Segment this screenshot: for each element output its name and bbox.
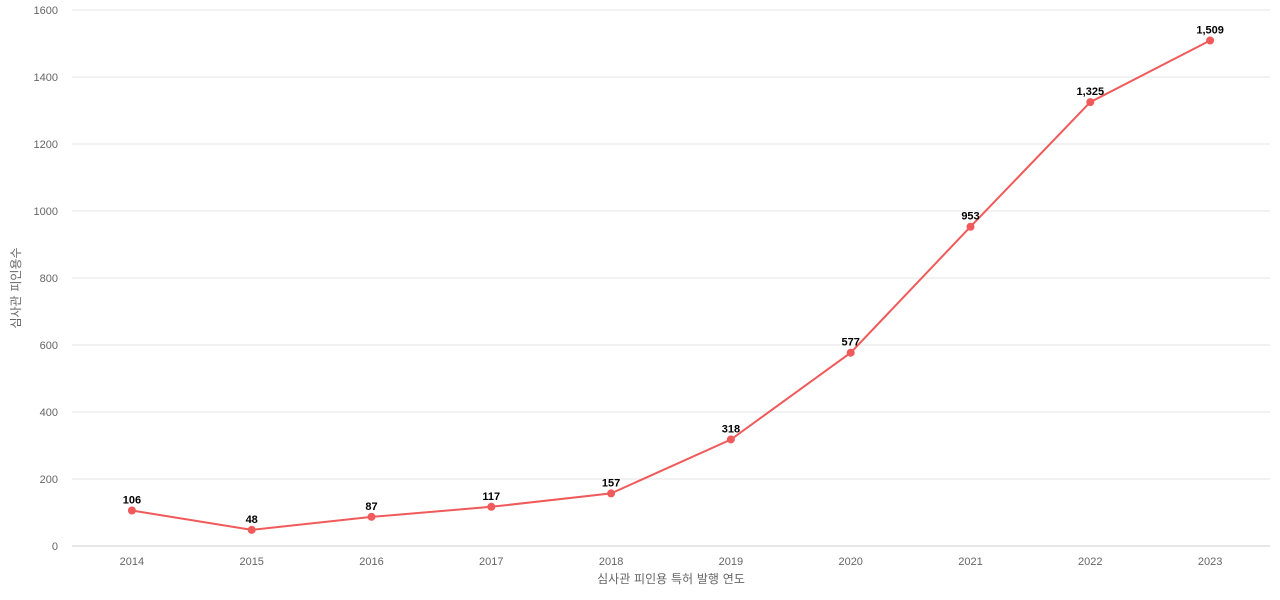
data-labels: 106 48 87 117 157 318 577 953 1,325 1,509	[123, 24, 1224, 525]
data-label: 117	[482, 491, 500, 503]
data-label: 106	[123, 494, 141, 506]
x-tick-label: 2016	[359, 556, 383, 568]
data-points	[127, 36, 1215, 534]
data-label: 577	[842, 337, 860, 349]
data-label: 1,325	[1077, 86, 1105, 98]
x-tick-label: 2020	[838, 556, 862, 568]
data-label: 1,509	[1196, 24, 1224, 36]
data-point[interactable]	[726, 435, 735, 444]
x-tick-label: 2015	[239, 556, 263, 568]
data-point[interactable]	[367, 512, 376, 521]
y-tick-label: 200	[40, 474, 58, 486]
data-point[interactable]	[607, 489, 616, 498]
x-tick-label: 2023	[1198, 556, 1222, 568]
y-tick-label: 400	[40, 407, 58, 419]
data-label: 48	[246, 514, 258, 526]
y-tick-label: 1600	[34, 5, 58, 17]
x-axis-title: 심사관 피인용 특허 발행 연도	[597, 571, 745, 586]
x-tick-label: 2014	[120, 556, 144, 568]
x-tick-label: 2017	[479, 556, 503, 568]
y-tick-label: 1000	[34, 206, 58, 218]
y-axis-ticks: 0 200 400 600 800 1000 1200 1400 1600	[34, 5, 58, 553]
x-tick-label: 2019	[719, 556, 743, 568]
x-axis-ticks: 2014 2015 2016 2017 2018 2019 2020 2021 2022 2023	[120, 556, 1223, 568]
data-point[interactable]	[846, 348, 855, 357]
y-axis-title: 심사관 피인용수	[9, 247, 23, 328]
data-label: 318	[722, 423, 740, 435]
data-point[interactable]	[247, 525, 256, 534]
y-tick-label: 0	[52, 541, 58, 553]
y-tick-label: 1200	[34, 139, 58, 151]
y-tick-label: 800	[40, 273, 58, 285]
data-point[interactable]	[1206, 36, 1215, 45]
data-label: 953	[961, 211, 979, 223]
y-tick-label: 600	[40, 340, 58, 352]
data-point[interactable]	[487, 502, 496, 511]
data-point[interactable]	[1086, 98, 1095, 107]
data-label: 87	[365, 501, 377, 513]
series-group	[131, 39, 1211, 531]
x-tick-label: 2018	[599, 556, 623, 568]
data-label: 157	[602, 477, 620, 489]
series-line	[131, 39, 1211, 531]
x-tick-label: 2022	[1078, 556, 1102, 568]
gridlines	[72, 9, 1270, 480]
data-point[interactable]	[127, 506, 136, 515]
y-tick-label: 1400	[34, 72, 58, 84]
x-tick-label: 2021	[958, 556, 982, 568]
data-point[interactable]	[966, 222, 975, 231]
